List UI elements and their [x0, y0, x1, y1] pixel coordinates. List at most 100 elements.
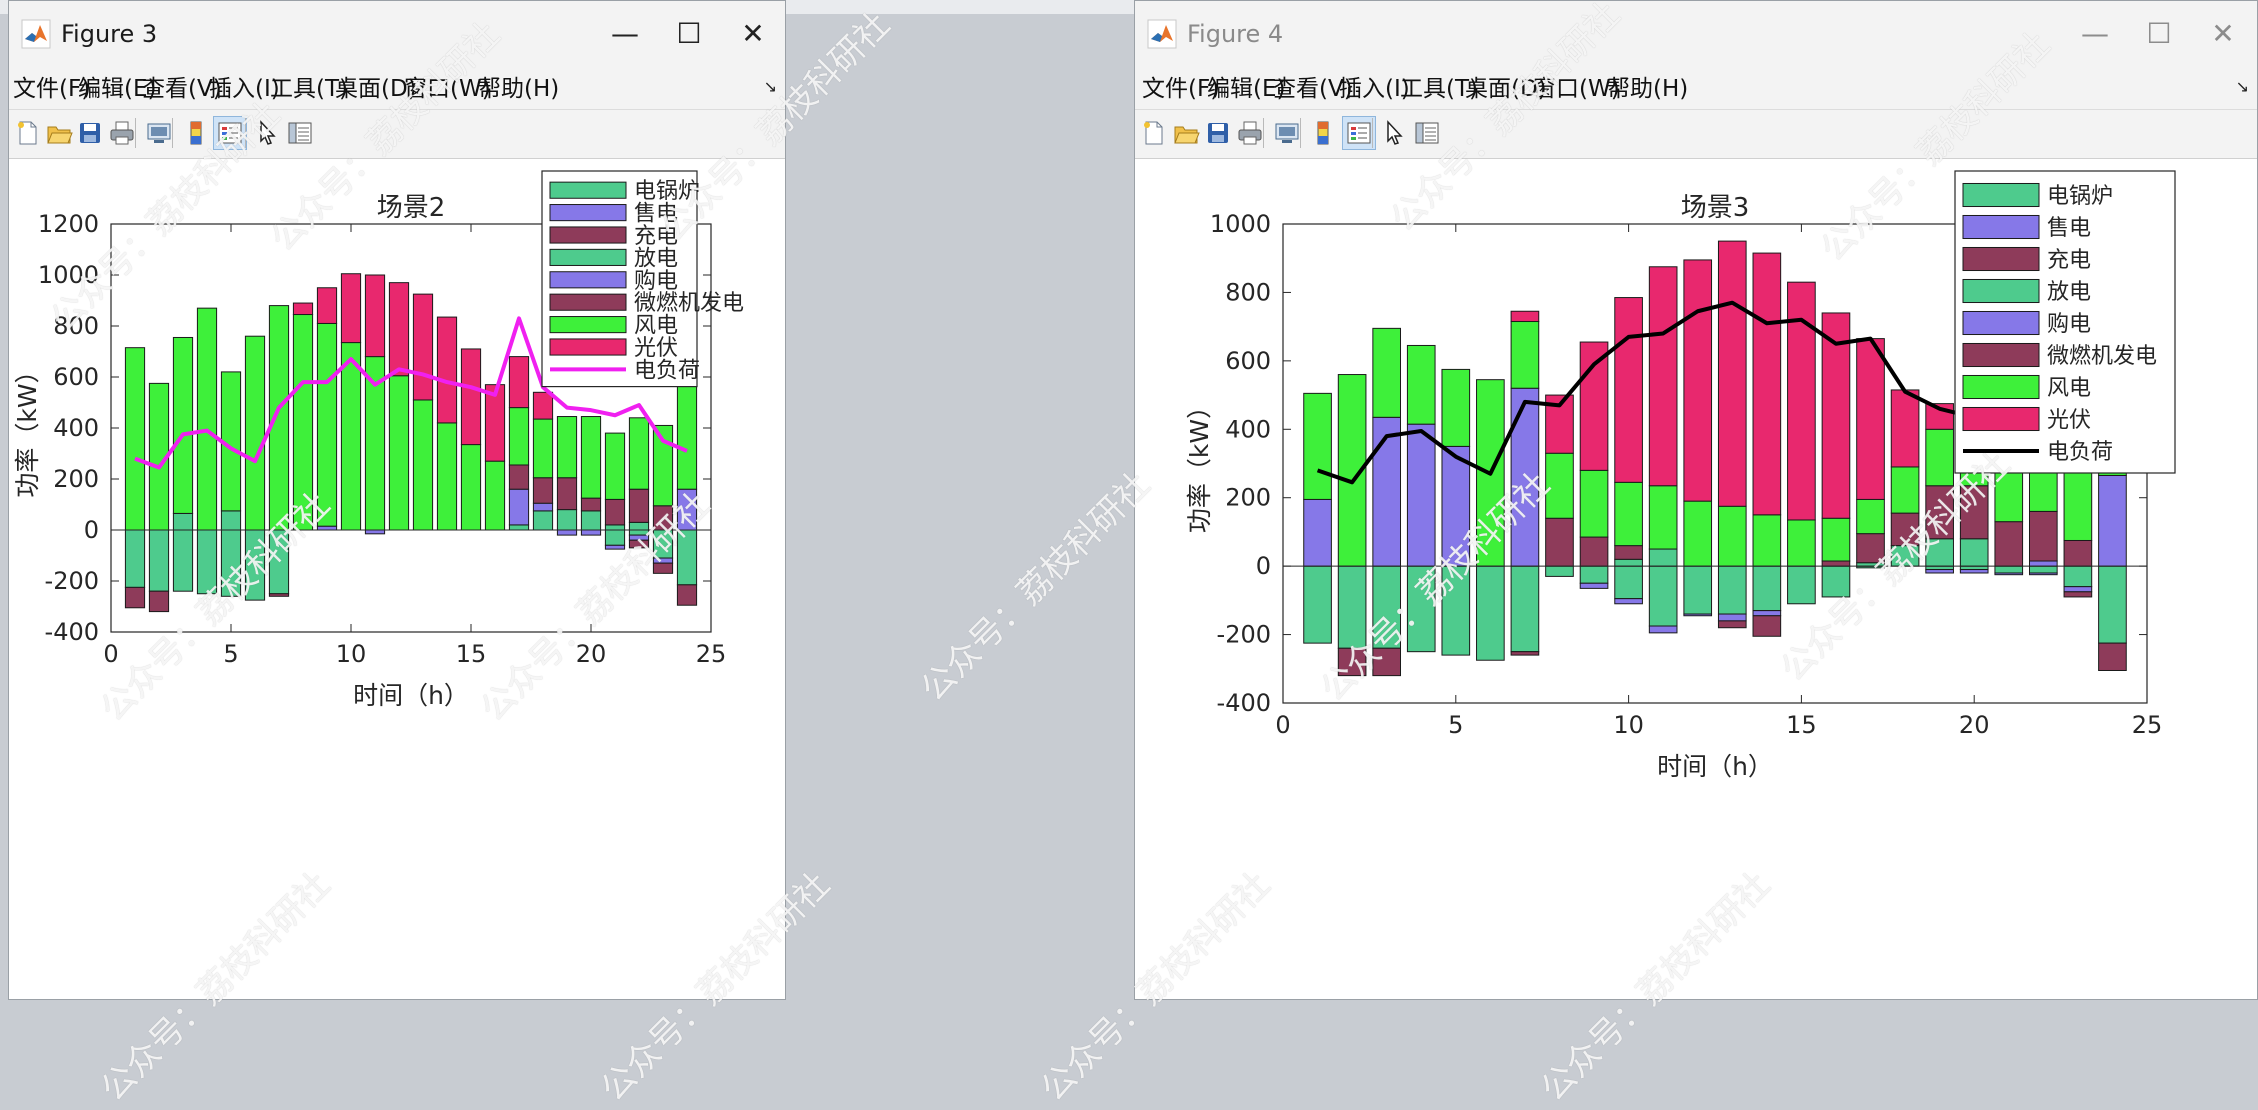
pointer-icon[interactable] — [1377, 116, 1411, 150]
menu-item-4[interactable]: 工具(T) — [1400, 76, 1478, 102]
bar-6-13 — [436, 422, 458, 531]
save-icon[interactable] — [1201, 116, 1235, 150]
title-bar[interactable]: Figure 3 — ☐ ✕ — [9, 1, 785, 69]
bar-0-5 — [1476, 565, 1505, 661]
new-figure-icon[interactable] — [11, 116, 45, 150]
bar-5-18 — [1925, 485, 1954, 540]
close-button[interactable]: ✕ — [741, 17, 765, 50]
title-bar[interactable]: Figure 4 — ☐ ✕ — [1135, 1, 2257, 69]
xtick-label: 0 — [103, 640, 118, 668]
bar-7-12 — [412, 293, 434, 401]
chart-title: 场景2 — [377, 193, 446, 223]
maximize-button[interactable]: ☐ — [2146, 17, 2172, 50]
link-icon[interactable] — [142, 116, 176, 150]
menu-bar: 文件(F) 编辑(E) 查看(V) 插入(I) 工具(T) 桌面(D) 窗口(W) 帮助(H)… — [9, 69, 785, 110]
menu-item-4[interactable]: 工具(T) — [270, 76, 348, 102]
pointer-icon[interactable] — [250, 116, 284, 150]
xtick-label: 25 — [696, 640, 727, 668]
bar-0-21 — [628, 529, 650, 536]
bar-7-14 — [460, 348, 482, 446]
bar-7-10 — [1648, 266, 1678, 487]
legend-swatch-7 — [1962, 406, 2040, 432]
print-icon[interactable] — [1233, 116, 1267, 150]
bar-7-17 — [532, 391, 554, 420]
bar-0-20 — [1994, 565, 2024, 574]
link-icon[interactable] — [1270, 116, 1304, 150]
menu-item-0[interactable]: 文件(F) — [13, 76, 91, 102]
load-line — [134, 316, 688, 470]
bar-0-9 — [1614, 565, 1643, 600]
colorbar-icon[interactable] — [1306, 116, 1340, 150]
bar-5-8 — [1579, 536, 1609, 567]
menu-item-2[interactable]: 查看(V) — [1273, 76, 1353, 102]
legend-label-1: 售电 — [634, 202, 678, 227]
bar-3-19 — [580, 510, 602, 531]
plot-area: 0 5 10 15 20 25 -400 -200 0 200 400 600 800 1000 场景3 时间… — [1135, 159, 2257, 999]
open-icon[interactable] — [1169, 116, 1203, 150]
bar-0-23 — [2098, 565, 2127, 644]
bar-1-9 — [1614, 598, 1643, 605]
menu-item-1[interactable]: 编辑(E) — [78, 76, 157, 102]
window-title: Figure 4 — [1187, 20, 1284, 48]
ytick-label: -200 — [45, 567, 99, 595]
print-icon[interactable] — [105, 116, 139, 150]
legend-label-3: 放电 — [2047, 280, 2091, 305]
legend-swatch-2 — [549, 226, 627, 244]
bar-0-12 — [1717, 565, 1747, 615]
ytick-label: -200 — [1217, 621, 1271, 649]
minimize-button[interactable]: — — [611, 17, 639, 50]
xtick-label: 5 — [223, 640, 238, 668]
menu-item-7[interactable]: 帮助(H) — [1607, 76, 1689, 102]
legend-icon[interactable] — [1342, 116, 1376, 150]
bar-6-4 — [1441, 368, 1471, 447]
property-inspector-icon[interactable] — [1410, 116, 1444, 150]
legend-swatch-4 — [549, 271, 627, 289]
menu-item-2[interactable]: 查看(V) — [142, 76, 222, 102]
bar-1-10 — [364, 529, 386, 535]
bar-6-17 — [532, 418, 554, 479]
legend-label-7: 光伏 — [2047, 408, 2091, 433]
legend-icon[interactable] — [213, 116, 247, 150]
figure4-window[interactable]: Figure 4 — ☐ ✕ 文件(F) 编辑(E) 查看(V) 插入(I) 工具(T) 桌面(D… — [1134, 0, 2258, 1000]
menu-dock-arrow-icon[interactable]: ↘ — [763, 77, 777, 96]
bar-0-8 — [1579, 565, 1609, 584]
property-inspector-icon[interactable] — [283, 116, 317, 150]
legend-swatch-4 — [1962, 310, 2040, 336]
bar-6-17 — [1890, 466, 1920, 514]
ytick-label: 200 — [53, 465, 99, 493]
bar-1-12 — [1717, 613, 1747, 622]
bar-6-19 — [580, 416, 602, 499]
menu-item-7[interactable]: 帮助(H) — [478, 76, 560, 102]
save-icon[interactable] — [73, 116, 107, 150]
bar-3-16 — [508, 524, 530, 531]
bar-2-23 — [2098, 642, 2127, 671]
open-icon[interactable] — [42, 116, 76, 150]
bar-3-18 — [1925, 538, 1954, 567]
minimize-button[interactable]: — — [2081, 17, 2109, 50]
bar-4-3 — [1406, 423, 1436, 567]
bar-6-0 — [1303, 392, 1332, 500]
menu-dock-arrow-icon[interactable]: ↘ — [2235, 77, 2249, 96]
menu-item-6[interactable]: 窗口(W) — [404, 76, 491, 102]
maximize-button[interactable]: ☐ — [676, 17, 702, 50]
colorbar-icon[interactable] — [179, 116, 213, 150]
new-figure-icon[interactable] — [1137, 116, 1171, 150]
figure3-window[interactable]: Figure 3 — ☐ ✕ 文件(F) 编辑(E) 查看(V) 插入(I) 工具(T) 桌面(D… — [8, 0, 786, 1000]
menu-item-3[interactable]: 插入(I) — [1339, 76, 1410, 102]
menu-item-5[interactable]: 桌面(D) — [1465, 76, 1547, 102]
legend-swatch-1 — [1962, 214, 2040, 240]
legend-label-6: 风电 — [2047, 376, 2091, 401]
close-button[interactable]: ✕ — [2211, 17, 2235, 50]
bar-5-22 — [2063, 539, 2093, 567]
legend-swatch-6 — [549, 316, 627, 334]
bar-0-7 — [1545, 565, 1574, 577]
legend-swatch-6 — [1962, 374, 2040, 400]
menu-item-6[interactable]: 窗口(W) — [1533, 76, 1620, 102]
bar-1-22 — [2063, 586, 2093, 593]
menu-item-3[interactable]: 插入(I) — [209, 76, 280, 102]
menu-item-1[interactable]: 编辑(E) — [1207, 76, 1286, 102]
menu-item-5[interactable]: 桌面(D) — [335, 76, 417, 102]
toolbar-separator — [1300, 118, 1301, 148]
menu-item-0[interactable]: 文件(F) — [1142, 76, 1220, 102]
bar-5-19 — [1959, 485, 1989, 540]
